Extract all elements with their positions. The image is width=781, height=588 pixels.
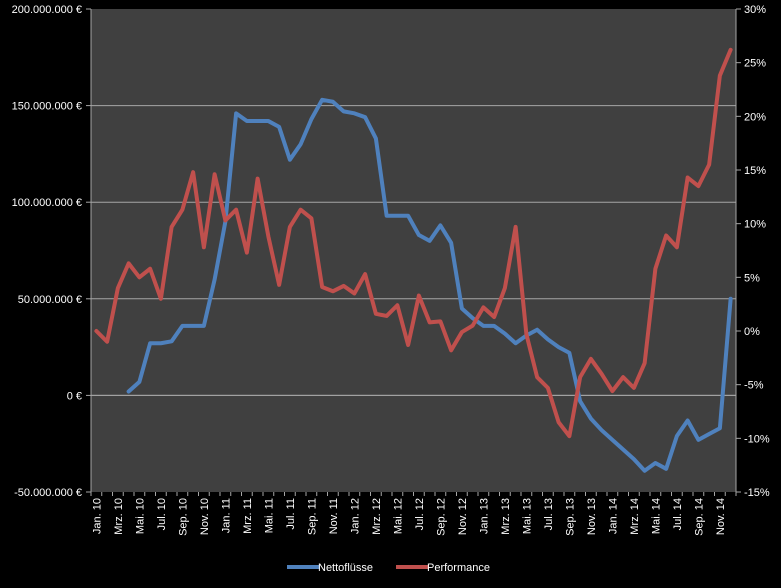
series-line-nettoflusse — [126, 97, 733, 473]
series — [94, 47, 733, 473]
y-left-tick-label: 50.000.000 € — [18, 294, 82, 306]
plot-area — [91, 9, 736, 492]
x-tick-label: Mai. 12 — [392, 498, 404, 534]
x-tick-label: Nov. 11 — [328, 498, 340, 534]
x-tick-label: Jul. 11 — [285, 498, 297, 530]
x-tick-label: Jul. 12 — [414, 498, 426, 530]
y-left-tick-label: -50.000.000 € — [14, 487, 82, 499]
y-right-tick-label: 25% — [744, 58, 766, 70]
y-right-tick-label: 5% — [744, 272, 760, 284]
x-tick-label: Jul. 10 — [156, 498, 168, 530]
x-tick-label: Mai. 11 — [263, 498, 275, 533]
x-tick-label: Jan. 14 — [607, 498, 619, 534]
x-tick-label: Mrz. 12 — [371, 498, 383, 535]
x-tick-label: Jan. 13 — [478, 498, 490, 534]
x-tick-label: Jan. 11 — [220, 498, 232, 533]
x-tick-label: Jan. 12 — [349, 498, 361, 534]
series-line-performance — [94, 47, 733, 439]
y-right-tick-label: -10% — [744, 433, 770, 445]
x-tick-label: Nov. 12 — [457, 498, 469, 535]
y-right-tick-label: 10% — [744, 219, 766, 231]
legend-label: Performance — [427, 562, 490, 574]
y-left-tick-label: 0 € — [67, 390, 82, 402]
legend-label: Nettoflüsse — [318, 562, 373, 574]
x-tick-label: Mrz. 13 — [500, 498, 512, 535]
x-tick-label: Mai. 10 — [134, 498, 146, 534]
y-axis-left: -50.000.000 € 0 € 50.000.000 € 100.000.000 … — [12, 4, 92, 499]
x-tick-label: Mrz. 11 — [242, 498, 254, 534]
x-tick-label: Jul. 14 — [672, 498, 684, 530]
x-tick-label: Sep. 11 — [306, 498, 318, 535]
x-tick-label: Sep. 13 — [564, 498, 576, 536]
x-tick-label: Nov. 14 — [715, 498, 727, 535]
x-tick-label: Sep. 14 — [693, 498, 705, 536]
y-left-tick-label: 200.000.000 € — [12, 4, 82, 16]
x-tick-label: Nov. 10 — [199, 498, 211, 535]
x-axis: Jan. 10 Mrz. 10 Mai. 10 Jul. 10 Sep. 10 Nov. … — [90, 394, 737, 536]
y-right-tick-label: 20% — [744, 111, 766, 123]
x-tick-label: Sep. 12 — [435, 498, 447, 536]
x-tick-label: Mrz. 10 — [113, 498, 125, 535]
x-tick-label: Mai. 13 — [521, 498, 533, 534]
y-left-tick-label: 150.000.000 € — [12, 101, 82, 113]
legend: Nettoflüsse Performance — [287, 562, 490, 574]
y-right-tick-label: 30% — [744, 4, 766, 16]
x-tick-label: Jan. 10 — [91, 498, 103, 534]
y-left-tick-label: 100.000.000 € — [12, 197, 82, 209]
x-tick-label: Jul. 13 — [543, 498, 555, 530]
x-tick-label: Mrz. 14 — [629, 498, 641, 535]
x-tick-label: Sep. 10 — [177, 498, 189, 536]
x-tick-label: Mai. 14 — [650, 498, 662, 534]
y-right-tick-label: -5% — [744, 380, 764, 392]
y-right-tick-label: -15% — [744, 487, 770, 499]
y-axis-right: -15% -10% -5% 0% 5% 10% 15% 20% 25% 30% — [735, 4, 770, 499]
x-tick-label: Nov. 13 — [586, 498, 598, 535]
y-right-tick-label: 0% — [744, 326, 760, 338]
y-right-tick-label: 15% — [744, 165, 766, 177]
